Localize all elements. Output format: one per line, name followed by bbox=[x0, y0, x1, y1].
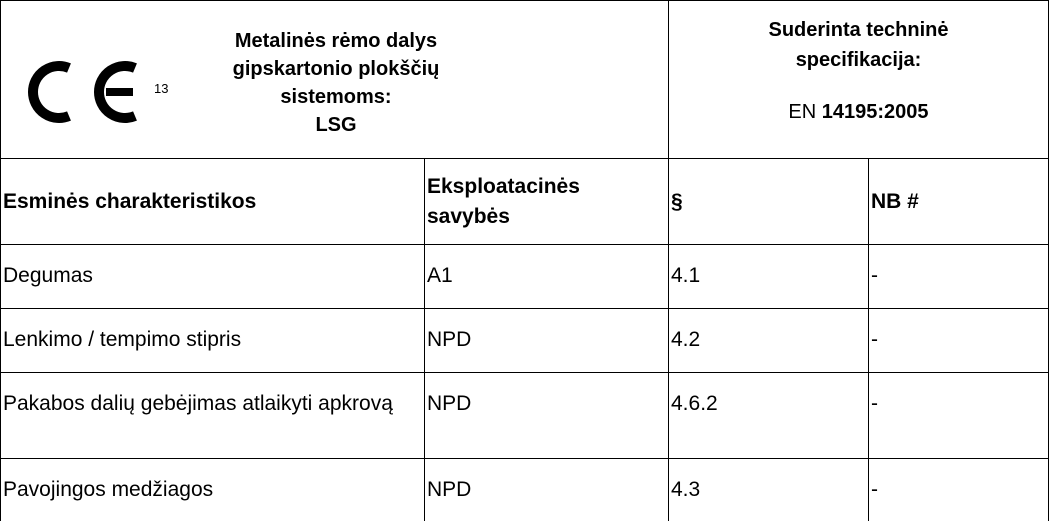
cell-text: NPD bbox=[427, 328, 472, 351]
table-cell: - bbox=[868, 244, 1049, 308]
table-cell: 4.1 bbox=[668, 244, 868, 308]
table-cell: - bbox=[868, 308, 1049, 372]
table-cell: 4.6.2 bbox=[668, 372, 868, 458]
cell-text: NPD bbox=[427, 478, 472, 501]
column-header: Eksploatacinės savybės bbox=[424, 158, 668, 244]
title-text: Metalinės rėmo dalys gipskartonio plokšč… bbox=[232, 30, 440, 108]
cell-text: Eksploatacinės savybės bbox=[427, 174, 580, 228]
table-cell: 4.2 bbox=[668, 308, 868, 372]
cell-text: NPD bbox=[427, 392, 472, 415]
spec-code: 14195:2005 bbox=[821, 101, 929, 123]
spec-prefix: EN bbox=[788, 101, 817, 123]
ce-number: 13 bbox=[154, 81, 169, 96]
cell-text: 4.2 bbox=[671, 328, 701, 351]
cell-text: 4.1 bbox=[671, 264, 701, 287]
product: LSG bbox=[315, 114, 357, 136]
ce-logo bbox=[28, 61, 137, 123]
cell-text: Pakabos dalių gebėjimas atlaikyti apkrov… bbox=[3, 392, 393, 415]
spec-title: Suderinta techninė specifikacija: bbox=[768, 19, 949, 71]
column-header: § bbox=[668, 158, 868, 244]
cell-text: Pavojingos medžiagos bbox=[3, 478, 214, 501]
cell-text: - bbox=[871, 264, 878, 287]
table-cell: NPD bbox=[424, 372, 668, 458]
spec-standard: EN 14195:2005 bbox=[671, 97, 1046, 127]
table-cell: NPD bbox=[424, 308, 668, 372]
cell-text: A1 bbox=[427, 264, 453, 287]
cell-text: 4.6.2 bbox=[671, 392, 718, 415]
table-cell: - bbox=[868, 458, 1049, 521]
table-cell: 4.3 bbox=[668, 458, 868, 521]
cell-text: Esminės charakteristikos bbox=[3, 189, 257, 213]
spec-cell: Suderinta techninė specifikacija: EN 141… bbox=[668, 0, 1049, 158]
cell-text: Degumas bbox=[3, 264, 93, 287]
header-cell: 13 Metalinės rėmo dalys gipskartonio plo… bbox=[0, 0, 668, 158]
title: Metalinės rėmo dalys gipskartonio plokšč… bbox=[211, 27, 461, 139]
table-cell: NPD bbox=[424, 458, 668, 521]
table-cell: Lenkimo / tempimo stipris bbox=[0, 308, 424, 372]
table-cell: Pavojingos medžiagos bbox=[0, 458, 424, 521]
table-cell: A1 bbox=[424, 244, 668, 308]
cell-text: - bbox=[871, 392, 878, 415]
table-cell: - bbox=[868, 372, 1049, 458]
table-cell: Degumas bbox=[0, 244, 424, 308]
cell-text: - bbox=[871, 328, 878, 351]
column-header: Esminės charakteristikos bbox=[0, 158, 424, 244]
cell-text: Lenkimo / tempimo stipris bbox=[3, 328, 242, 351]
cell-text: NB # bbox=[871, 189, 919, 213]
cell-text: § bbox=[671, 189, 683, 213]
column-header: NB # bbox=[868, 158, 1049, 244]
cell-text: - bbox=[871, 478, 878, 501]
table-cell: Pakabos dalių gebėjimas atlaikyti apkrov… bbox=[0, 372, 424, 458]
cell-text: 4.3 bbox=[671, 478, 701, 501]
